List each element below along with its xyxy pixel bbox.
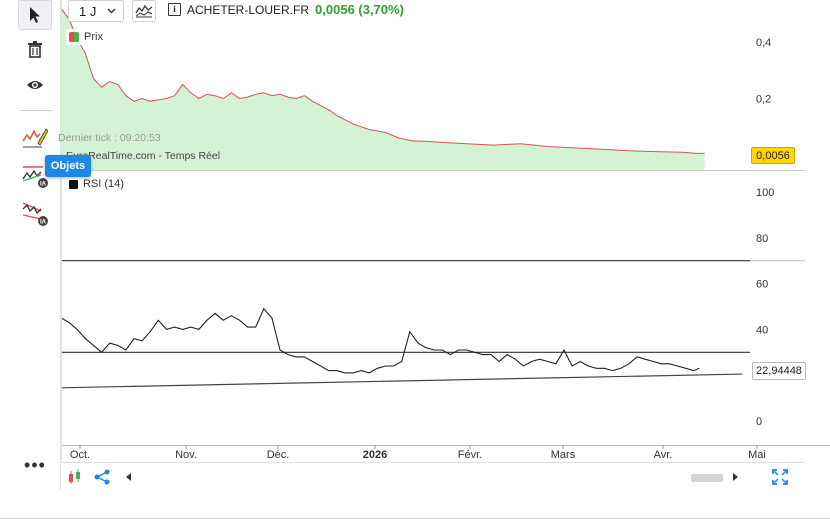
delete-button[interactable] [18, 34, 52, 64]
more-tools-button[interactable]: ••• [18, 455, 52, 478]
frame-border [0, 518, 830, 519]
chart-type-button[interactable] [132, 0, 156, 22]
x-tick-label: Févr. [458, 449, 482, 461]
x-tick-label: Oct. [70, 449, 90, 461]
trendline-down-ai-button[interactable]: IA [18, 198, 52, 228]
more-icon: ••• [24, 455, 46, 475]
price-current-badge: 0,0056 [751, 147, 795, 164]
x-tick-label: Déc. [267, 449, 290, 461]
rsi-panel: 100 80 60 40 0 [60, 187, 805, 428]
price-panel: 0,4 0,2 [60, 0, 805, 171]
rsi-line [60, 307, 700, 374]
x-tick-label: Avr. [654, 449, 673, 461]
trash-icon [28, 41, 42, 58]
x-tick-label: 2026 [363, 449, 387, 461]
x-tick-label: Nov. [175, 449, 197, 461]
rsi-series-swatch [69, 179, 78, 189]
share-button[interactable] [91, 467, 113, 487]
period-value: 1 J [79, 3, 97, 19]
share-icon [94, 469, 110, 485]
svg-text:IA: IA [40, 182, 47, 188]
pencil-chart-icon [22, 128, 48, 148]
price-area [61, 8, 705, 170]
drawing-tool-button[interactable] [18, 122, 52, 152]
info-icon[interactable]: i [168, 3, 181, 16]
trendline-down-ai-icon: IA [22, 202, 48, 226]
left-toolbar: IA IA [10, 0, 61, 490]
price-series-swatch [69, 32, 79, 42]
visibility-button[interactable] [18, 70, 52, 100]
fullscreen-button[interactable] [769, 467, 791, 487]
price-legend[interactable]: Prix [66, 29, 106, 45]
trendline-ai-icon: IA [22, 166, 48, 188]
price-y-tick: 0,4 [756, 37, 771, 49]
chevron-down-icon [107, 8, 116, 14]
x-tick-label: Mai [748, 449, 766, 461]
rsi-y-tick: 60 [756, 279, 768, 291]
axes: Oct. Nov. Déc. 2026 Févr. Mars Avr. Mai [61, 0, 830, 462]
candles-icon [69, 469, 80, 484]
toolbar-separator [20, 110, 52, 111]
rsi-legend[interactable]: RSI (14) [66, 176, 127, 192]
scrollbar-thumb[interactable] [691, 474, 723, 482]
rsi-current-badge: 22,94448 [752, 362, 806, 380]
price-line [60, 7, 705, 154]
rsi-y-tick: 0 [756, 416, 762, 428]
instrument-header: i ACHETER-LOUER.FR 0,0056 (3,70%) [168, 2, 404, 17]
rsi-y-tick: 100 [756, 187, 774, 199]
rsi-trendline[interactable] [60, 373, 743, 389]
chart-type-icon [135, 4, 153, 18]
price-legend-label: Prix [84, 31, 103, 43]
fullscreen-icon [772, 469, 788, 485]
scroll-right-button[interactable] [729, 467, 741, 487]
last-tick-label: Dernier tick : 09:20:53 [58, 132, 161, 144]
objets-tooltip: Objets [45, 155, 91, 177]
period-select[interactable]: 1 J [68, 0, 124, 22]
top-toolbar: 1 J i ACHETER-LOUER.FR 0,0056 (3,70%) [62, 0, 762, 24]
pointer-icon [30, 7, 40, 23]
caret-right-icon [733, 473, 738, 481]
data-source-label: EuroRealTime.com - Temps Réel [66, 150, 221, 162]
rsi-legend-label: RSI (14) [83, 178, 124, 190]
trendline-ai-button[interactable]: IA [18, 160, 52, 190]
bottom-bar [61, 462, 805, 491]
instrument-price: 0,0056 (3,70%) [315, 2, 404, 17]
rsi-y-tick: 80 [756, 233, 768, 245]
caret-left-icon [126, 473, 131, 481]
eye-icon [27, 81, 43, 89]
scroll-left-button[interactable] [123, 467, 135, 487]
price-y-tick: 0,2 [756, 94, 771, 106]
svg-text:IA: IA [40, 220, 47, 226]
instrument-name: ACHETER-LOUER.FR [187, 2, 310, 17]
rsi-y-tick: 40 [756, 324, 768, 336]
indicator-button[interactable] [65, 467, 87, 487]
x-tick-label: Mars [551, 449, 576, 461]
pointer-tool-button[interactable] [18, 0, 52, 30]
